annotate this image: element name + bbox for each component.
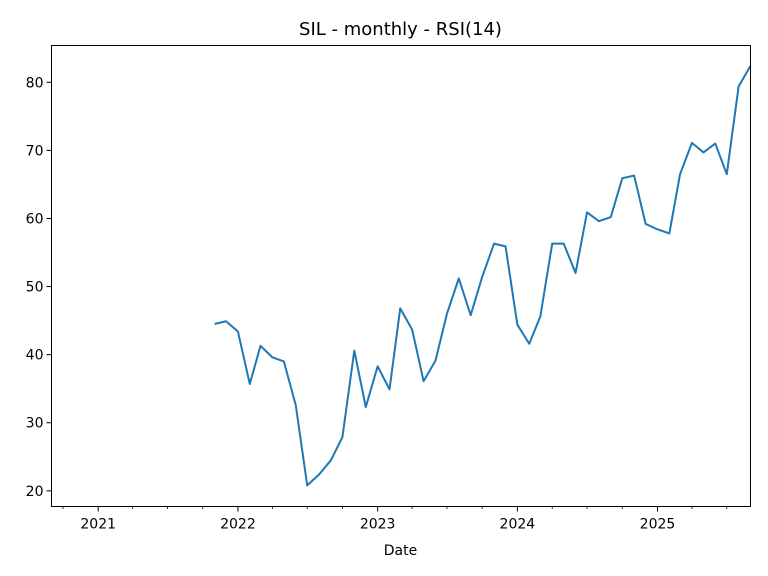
- y-tick-label: 20: [26, 484, 44, 500]
- x-tick-label: 2023: [360, 517, 396, 533]
- y-tick-label: 70: [26, 143, 44, 159]
- x-axis-label: Date: [384, 543, 417, 559]
- y-tick-label: 60: [26, 211, 44, 227]
- y-tick-label: 80: [26, 75, 44, 91]
- axes-frame: [51, 45, 751, 507]
- rsi-line: [214, 65, 752, 487]
- plot-area: [214, 65, 752, 487]
- x-tick-label: 2024: [500, 517, 536, 533]
- x-tick-label: 2025: [640, 517, 676, 533]
- chart-title: SIL - monthly - RSI(14): [299, 19, 502, 40]
- x-axis-ticks: 2021 2022 2023 2024 2025: [62, 506, 728, 533]
- y-axis-ticks: 20 30 40 50 60 70 80: [26, 75, 52, 500]
- x-tick-label: 2022: [220, 517, 256, 533]
- y-tick-label: 30: [26, 416, 44, 432]
- x-tick-label: 2021: [80, 517, 116, 533]
- y-tick-label: 40: [26, 348, 44, 364]
- y-tick-label: 50: [26, 280, 44, 296]
